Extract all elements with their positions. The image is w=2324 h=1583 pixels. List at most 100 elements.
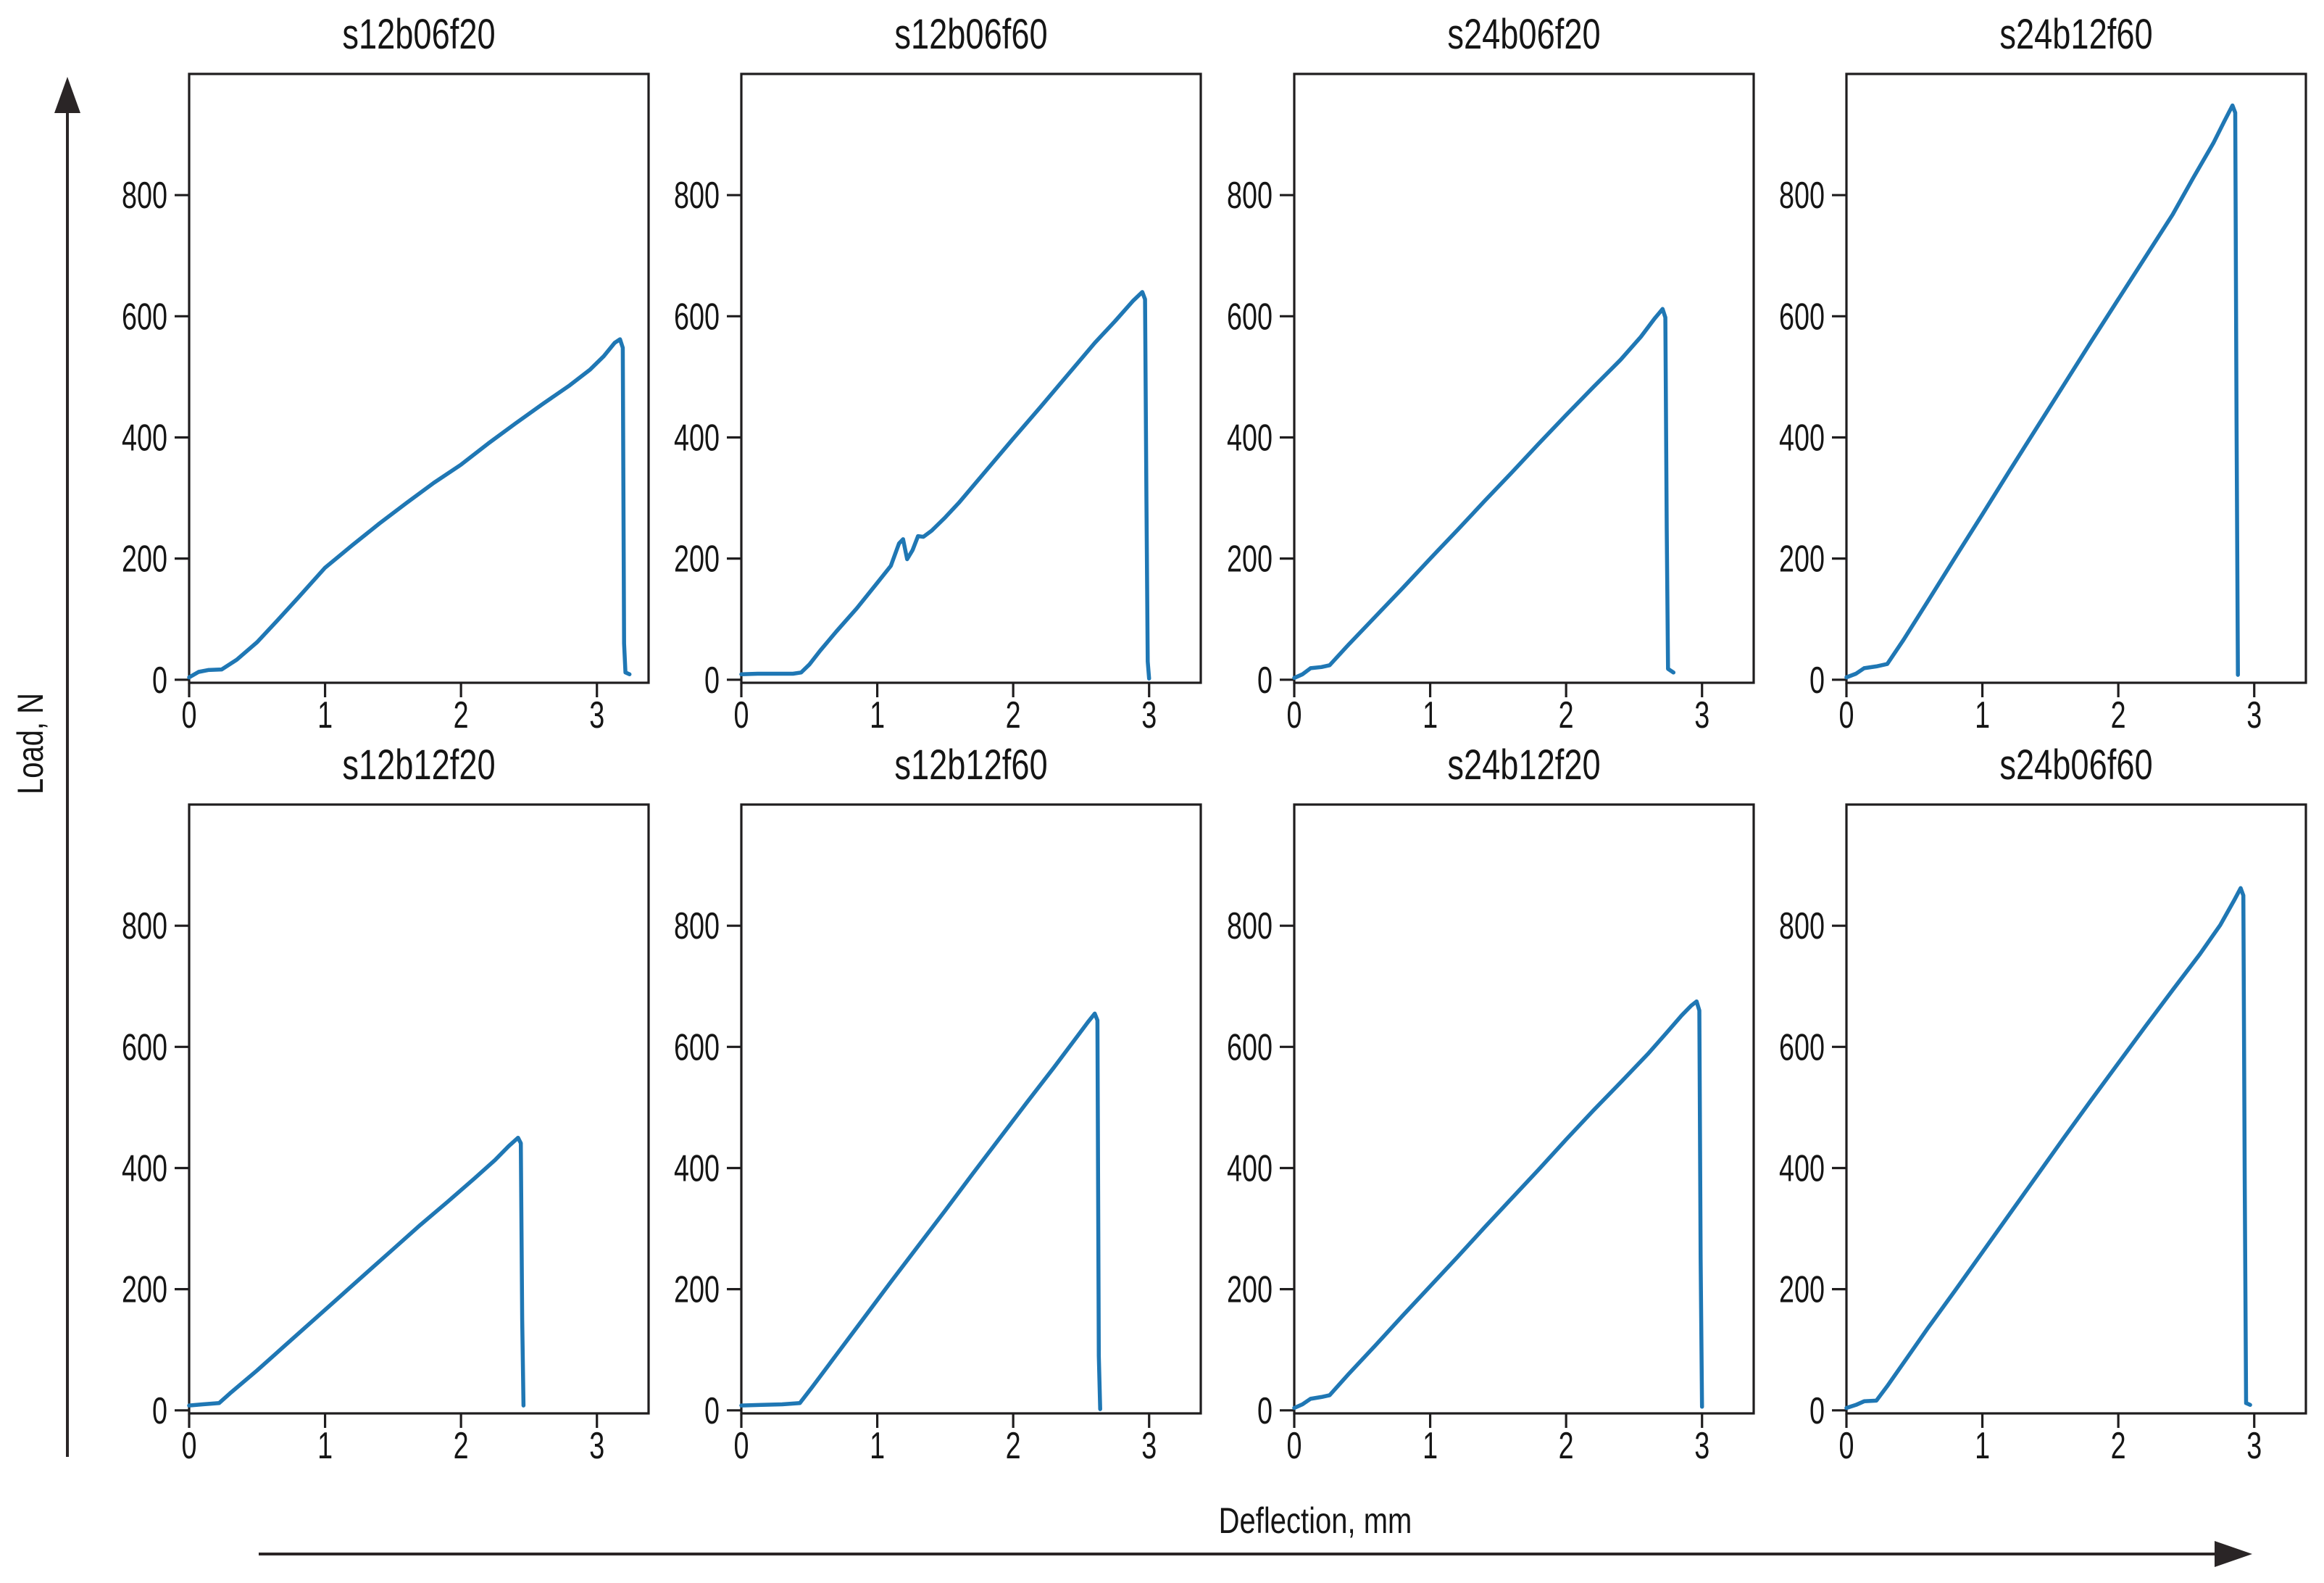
y-tick-label: 800 xyxy=(1779,175,1825,217)
y-tick-label: 600 xyxy=(122,1026,167,1068)
x-tick-label: 1 xyxy=(870,694,885,736)
y-tick-label: 0 xyxy=(1257,1390,1273,1432)
y-tick-label: 0 xyxy=(152,660,167,702)
y-arrow-head-icon xyxy=(54,77,80,113)
y-tick-label: 200 xyxy=(122,539,167,581)
x-tick-label: 2 xyxy=(1006,694,1021,736)
plot-frame xyxy=(1845,803,2307,1415)
x-tick-label: 0 xyxy=(734,694,749,736)
y-tick-label: 400 xyxy=(122,1147,167,1189)
subplot-s12b12f60: s12b12f60 0 1 2 3 0 200 400 600 800 xyxy=(633,741,1220,1477)
y-tick-label: 400 xyxy=(1227,417,1273,459)
x-tick-label: 3 xyxy=(589,694,604,736)
x-tick-label: 0 xyxy=(182,1425,197,1467)
subplot-s12b12f20: s12b12f20 0 1 2 3 0 200 400 600 800 xyxy=(80,741,667,1477)
y-tick-label: 800 xyxy=(1227,905,1273,947)
subplot-title: s24b12f20 xyxy=(1447,741,1601,789)
x-arrow-head-icon xyxy=(2215,1541,2252,1567)
y-tick-label: 400 xyxy=(674,417,720,459)
y-axis-label: Load, N xyxy=(10,692,51,795)
y-tick-label: 400 xyxy=(1227,1147,1273,1189)
x-axis-label: Deflection, mm xyxy=(1218,1500,1412,1541)
y-tick-label: 0 xyxy=(704,1390,720,1432)
plot-area: 0 1 2 3 0 200 400 600 800 xyxy=(122,803,650,1467)
x-tick-label: 1 xyxy=(1975,694,1990,736)
x-tick-label: 3 xyxy=(1694,694,1709,736)
plot-area: 0 1 2 3 0 200 400 600 800 xyxy=(674,803,1202,1467)
y-tick-label: 800 xyxy=(1227,175,1273,217)
y-tick-label: 800 xyxy=(674,905,720,947)
subplot-s24b12f60: s24b12f60 0 1 2 3 0 200 400 600 800 xyxy=(1738,14,2324,747)
curve-load-deflection xyxy=(1292,307,1676,681)
x-tick-label: 0 xyxy=(1839,1425,1854,1467)
x-tick-label: 3 xyxy=(2246,694,2262,736)
plot-frame xyxy=(1845,72,2307,684)
curve-load-deflection xyxy=(1292,999,1704,1410)
plot-area: 0 1 2 3 0 200 400 600 800 xyxy=(1227,72,1755,736)
y-tick-label: 0 xyxy=(1809,1390,1825,1432)
x-tick-label: 1 xyxy=(1975,1425,1990,1467)
x-tick-label: 3 xyxy=(2246,1425,2262,1467)
y-tick-label: 600 xyxy=(1779,296,1825,338)
y-tick-label: 200 xyxy=(122,1269,167,1311)
subplot-s12b06f60: s12b06f60 0 1 2 3 0 200 400 600 800 xyxy=(633,14,1220,747)
y-tick-label: 400 xyxy=(1779,417,1825,459)
x-tick-label: 1 xyxy=(870,1425,885,1467)
curve-load-deflection xyxy=(1844,886,2252,1410)
curve-load-deflection xyxy=(1844,103,2240,680)
curve-load-deflection xyxy=(187,1135,526,1408)
x-axis-arrow xyxy=(259,1541,2252,1567)
plot-frame xyxy=(1293,72,1755,684)
x-tick-label: 2 xyxy=(1559,1425,1574,1467)
plot-frame xyxy=(1293,803,1755,1415)
y-tick-label: 200 xyxy=(674,539,720,581)
y-tick-label: 200 xyxy=(674,1269,720,1311)
x-tick-label: 2 xyxy=(1006,1425,1021,1467)
curve-load-deflection xyxy=(187,337,632,680)
plot-area: 0 1 2 3 0 200 400 600 800 xyxy=(122,72,650,736)
x-tick-label: 3 xyxy=(1694,1425,1709,1467)
plot-area: 0 1 2 3 0 200 400 600 800 xyxy=(674,72,1202,736)
subplot-s12b06f20: s12b06f20 0 1 2 3 0 200 400 600 800 xyxy=(80,14,667,747)
subplot-title: s12b06f20 xyxy=(342,11,496,58)
x-tick-label: 0 xyxy=(1287,1425,1302,1467)
x-tick-label: 2 xyxy=(2111,694,2126,736)
y-tick-label: 800 xyxy=(1779,905,1825,947)
y-tick-label: 600 xyxy=(122,296,167,338)
subplot-title: s12b12f60 xyxy=(894,741,1048,789)
x-tick-label: 2 xyxy=(2111,1425,2126,1467)
x-tick-label: 2 xyxy=(1559,694,1574,736)
y-tick-label: 400 xyxy=(122,417,167,459)
y-tick-label: 0 xyxy=(152,1390,167,1432)
x-tick-label: 2 xyxy=(454,1425,469,1467)
x-tick-label: 0 xyxy=(734,1425,749,1467)
curve-load-deflection xyxy=(739,1011,1102,1411)
plot-area: 0 1 2 3 0 200 400 600 800 xyxy=(1227,803,1755,1467)
subplot-title: s24b12f60 xyxy=(1999,11,2153,58)
subplot-s24b06f60: s24b06f60 0 1 2 3 0 200 400 600 800 xyxy=(1738,741,2324,1477)
y-tick-label: 0 xyxy=(704,660,720,702)
x-tick-label: 0 xyxy=(182,694,197,736)
subplot-title: s12b12f20 xyxy=(342,741,496,789)
y-axis-arrow xyxy=(54,77,80,1457)
y-tick-label: 800 xyxy=(122,905,167,947)
plot-frame xyxy=(188,803,650,1415)
y-tick-label: 200 xyxy=(1227,1269,1273,1311)
y-tick-label: 0 xyxy=(1809,660,1825,702)
subplot-title: s24b06f60 xyxy=(1999,741,2153,789)
y-tick-label: 600 xyxy=(1227,296,1273,338)
y-tick-label: 200 xyxy=(1779,1269,1825,1311)
plot-frame xyxy=(740,72,1202,684)
x-tick-label: 0 xyxy=(1287,694,1302,736)
plot-area: 0 1 2 3 0 200 400 600 800 xyxy=(1779,803,2307,1467)
x-tick-label: 2 xyxy=(454,694,469,736)
y-tick-label: 800 xyxy=(122,175,167,217)
x-tick-label: 0 xyxy=(1839,694,1854,736)
x-tick-label: 3 xyxy=(1141,694,1157,736)
y-tick-label: 600 xyxy=(674,1026,720,1068)
x-tick-label: 1 xyxy=(317,1425,333,1467)
curve-load-deflection xyxy=(739,290,1151,681)
subplot-s24b06f20: s24b06f20 0 1 2 3 0 200 400 600 800 xyxy=(1186,14,1773,747)
y-tick-label: 0 xyxy=(1257,660,1273,702)
